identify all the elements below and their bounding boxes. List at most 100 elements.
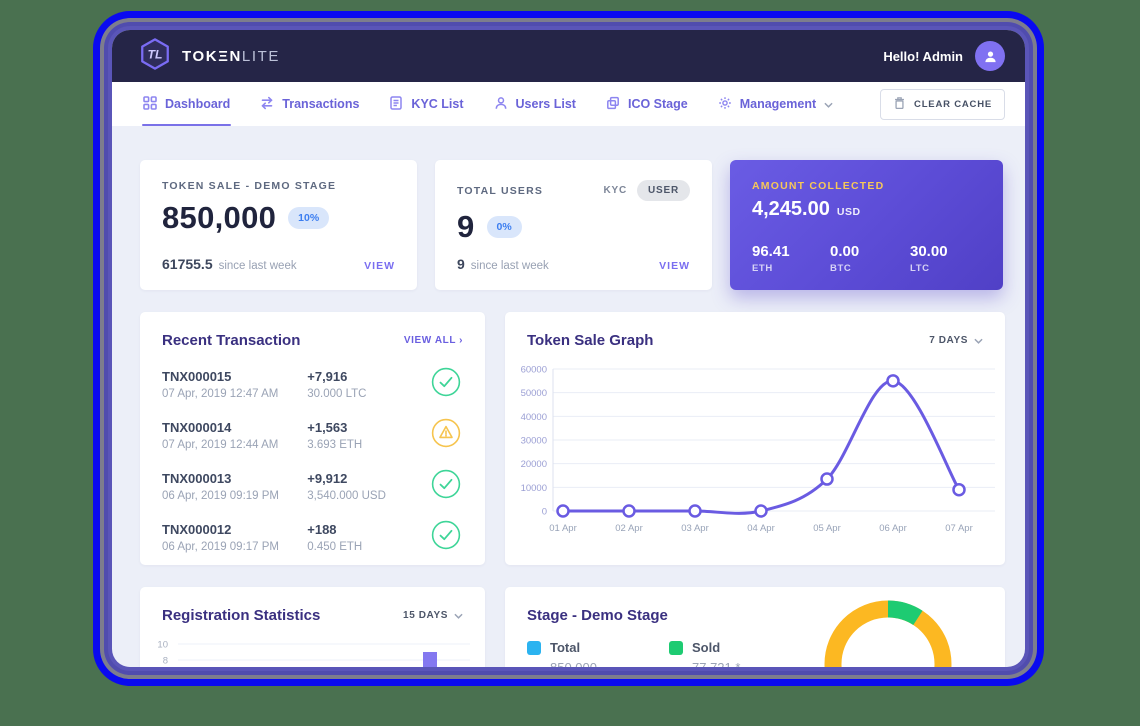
svg-text:04 Apr: 04 Apr: [747, 523, 774, 534]
tokenlite-logo-icon: TL: [138, 37, 172, 76]
registration-bar-chart: 108: [157, 640, 470, 667]
amount-collected-card: AMOUNT COLLECTED 4,245.00 USD 96.41 ETH 0.…: [730, 160, 1003, 290]
total-users-delta: 9: [457, 256, 465, 272]
top-bar: TL TOKΞNLITE Hello! Admin: [112, 30, 1025, 82]
svg-text:03 Apr: 03 Apr: [681, 523, 708, 534]
coin-totals: 96.41 ETH 0.00 BTC 30.00 LTC: [752, 243, 981, 274]
registration-title: Registration Statistics: [162, 607, 321, 624]
transaction-detail: 3.693 ETH: [307, 439, 363, 451]
nav-tab-management[interactable]: Management: [717, 82, 834, 126]
list-icon: [389, 95, 403, 113]
status-warning-icon: [431, 418, 463, 453]
clear-cache-button[interactable]: CLEAR CACHE: [880, 88, 1005, 120]
legend-item-total: Total850,000: [527, 640, 669, 667]
user-icon: [494, 96, 508, 113]
graph-period-select[interactable]: 7 DAYS: [929, 335, 983, 346]
transaction-row: TNX000015 07 Apr, 2019 12:47 AM +7,916 30.0…: [162, 359, 463, 410]
status-success-icon: [431, 367, 463, 402]
status-success-icon: [431, 520, 463, 555]
total-users-view-link[interactable]: VIEW: [659, 260, 690, 272]
coin-btc: 0.00 BTC: [830, 243, 860, 274]
registration-period-select[interactable]: 15 DAYS: [403, 610, 463, 621]
status-success-icon: [431, 469, 463, 504]
view-all-link[interactable]: VIEW ALL ›: [403, 335, 463, 346]
toggle-kyc[interactable]: KYC: [603, 185, 628, 196]
stage-legend: Total850,000Sold77,721 *: [527, 640, 983, 667]
token-sale-graph-card: Token Sale Graph 7 DAYS 0 10000 20000 30000…: [505, 312, 1005, 565]
svg-text:07 Apr: 07 Apr: [945, 523, 972, 534]
transaction-detail: 3,540.000 USD: [307, 490, 386, 502]
token-sale-line-chart: 0 10000 20000 30000 40000 50000 60000 01 Apr 02 …: [521, 365, 995, 534]
svg-text:0: 0: [542, 507, 547, 518]
svg-text:40000: 40000: [521, 412, 547, 423]
svg-text:06 Apr: 06 Apr: [879, 523, 906, 534]
transaction-id: TNX000015: [162, 369, 232, 384]
total-users-value: 9: [457, 209, 475, 244]
brand: TL TOKΞNLITE: [138, 37, 280, 76]
transaction-date: 06 Apr, 2019 09:19 PM: [162, 490, 280, 502]
transaction-amount: +9,912: [307, 471, 348, 486]
nav-tab-transactions[interactable]: Transactions: [259, 82, 360, 126]
cube-icon: [606, 96, 620, 113]
transaction-id: TNX000012: [162, 522, 232, 537]
transaction-row: TNX000013 06 Apr, 2019 09:19 PM +9,912 3,54…: [162, 461, 463, 512]
chevron-down-icon: [974, 338, 983, 344]
transaction-date: 07 Apr, 2019 12:44 AM: [162, 439, 279, 451]
brand-name: TOKΞNLITE: [182, 47, 280, 65]
user-icon: [984, 50, 996, 62]
svg-text:10000: 10000: [521, 483, 547, 494]
nav-tab-kyc-list[interactable]: KYC List: [388, 82, 464, 126]
chevron-down-icon: [454, 613, 463, 619]
app-window: TL TOKΞNLITE Hello! Admin Dashboard Trans…: [112, 30, 1025, 667]
token-sale-badge: 10%: [288, 207, 330, 229]
token-sale-view-link[interactable]: VIEW: [364, 260, 395, 272]
stage-title: Stage - Demo Stage: [527, 607, 668, 624]
kyc-user-toggle: KYC USER: [603, 180, 690, 201]
transaction-date: 07 Apr, 2019 12:47 AM: [162, 388, 279, 400]
svg-text:30000: 30000: [521, 436, 547, 447]
svg-text:01 Apr: 01 Apr: [549, 523, 576, 534]
token-sale-value: 850,000: [162, 200, 277, 235]
svg-text:50000: 50000: [521, 388, 547, 399]
recent-transactions-card: Recent Transaction VIEW ALL › TNX000015 07…: [140, 312, 485, 565]
svg-text:20000: 20000: [521, 459, 547, 470]
user-menu: Hello! Admin: [883, 41, 1005, 71]
toggle-user[interactable]: USER: [637, 180, 690, 201]
stage-demo-card: Stage - Demo Stage Total850,000Sold77,72…: [505, 587, 1005, 667]
stage-donut-chart: [813, 589, 963, 667]
token-sale-delta: 61755.5: [162, 256, 213, 272]
recent-transactions-title: Recent Transaction: [162, 332, 301, 349]
svg-text:8: 8: [163, 656, 168, 667]
transaction-date: 06 Apr, 2019 09:17 PM: [162, 541, 280, 553]
svg-text:10: 10: [157, 640, 168, 651]
transaction-row: TNX000014 07 Apr, 2019 12:44 AM +1,563 3.69…: [162, 410, 463, 461]
total-users-stat-card: TOTAL USERS KYC USER 9 0% 9 since last w…: [435, 160, 712, 290]
svg-text:02 Apr: 02 Apr: [615, 523, 642, 534]
legend-swatch: [669, 640, 683, 655]
transaction-amount: +7,916: [307, 369, 348, 384]
grid-icon: [143, 95, 157, 113]
chevron-right-icon: ›: [459, 335, 463, 346]
coin-ltc: 30.00 LTC: [910, 243, 948, 274]
legend-item-sold: Sold77,721 *: [669, 640, 811, 667]
trash-icon: [893, 96, 906, 113]
nav-tab-ico-stage[interactable]: ICO Stage: [605, 82, 689, 126]
nav-tab-dashboard[interactable]: Dashboard: [142, 82, 232, 126]
token-sale-graph-title: Token Sale Graph: [527, 332, 654, 349]
transaction-detail: 30.000 LTC: [307, 388, 367, 400]
chevron-down-icon: [824, 97, 833, 111]
nav-tab-users-list[interactable]: Users List: [493, 82, 577, 126]
main-nav: Dashboard Transactions KYC List Users List I…: [112, 82, 1025, 126]
clear-cache-label: CLEAR CACHE: [914, 98, 992, 110]
svg-text:TL: TL: [148, 47, 163, 61]
greeting-text: Hello! Admin: [883, 48, 963, 64]
dashboard-content: TOKEN SALE - DEMO STAGE 850,000 10% 6175…: [112, 126, 1025, 667]
exchange-icon: [260, 96, 274, 113]
gear-icon: [718, 96, 732, 113]
total-users-badge: 0%: [486, 216, 522, 238]
avatar[interactable]: [975, 41, 1005, 71]
legend-swatch: [527, 640, 541, 655]
amount-collected-value: 4,245.00: [752, 198, 830, 220]
total-users-label: TOTAL USERS: [457, 184, 544, 197]
transaction-detail: 0.450 ETH: [307, 541, 363, 553]
